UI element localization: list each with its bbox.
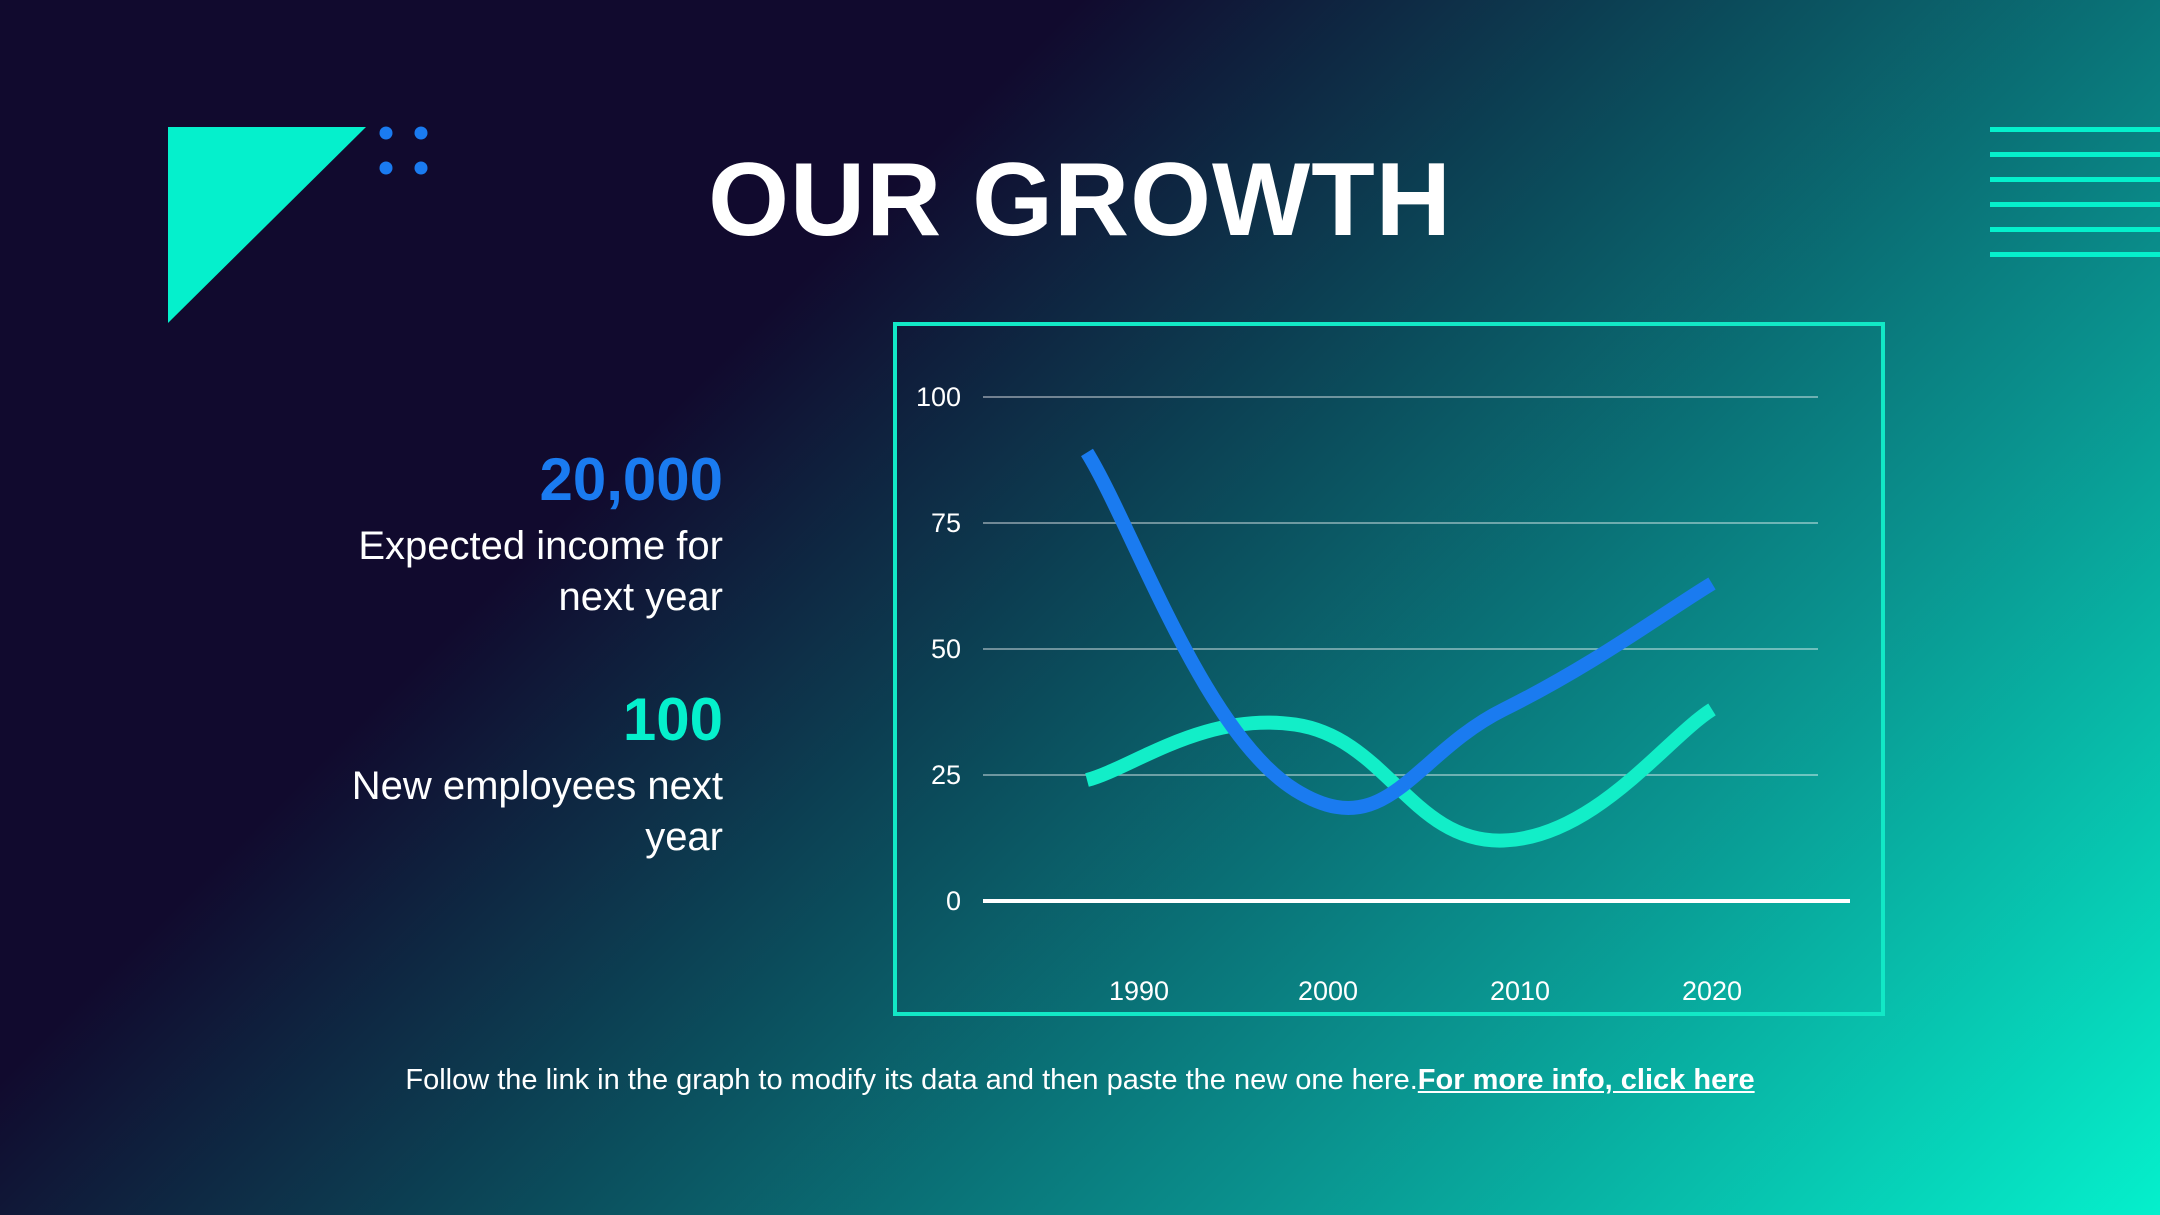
y-tick-label: 50 [931,634,961,664]
stat-income: 20,000 Expected income for next year [263,445,723,623]
x-tick-label: 1990 [1109,976,1169,1006]
more-info-link[interactable]: For more info, click here [1417,1064,1755,1096]
line-chart[interactable]: 0 25 50 75 100 1990 2000 2010 2020 [893,322,1885,1016]
stat-employees-label: New employees next year [263,761,723,863]
footer-note: Follow the link in the graph to modify i… [0,1062,2160,1098]
stat-employees-label-line2: year [645,815,723,859]
dots-decoration [379,126,428,175]
y-tick-label: 25 [931,760,961,790]
stat-income-label-line1: Expected income for [358,524,723,568]
triangle-decoration [168,127,366,323]
series-line [1081,448,1716,815]
y-tick-label: 0 [946,886,961,916]
stat-income-label: Expected income for next year [263,521,723,623]
stat-income-label-line2: next year [558,575,723,619]
page-title: OUR GROWTH [708,142,1452,258]
y-tick-label: 75 [931,508,961,538]
y-tick-label: 100 [916,382,961,412]
stat-employees: 100 New employees next year [263,685,723,863]
footer-text: Follow the link in the graph to modify i… [405,1064,1418,1096]
series-line [1085,703,1716,848]
x-tick-label: 2010 [1490,976,1550,1006]
stripes-decoration [1990,127,2160,257]
x-tick-label: 2020 [1682,976,1742,1006]
x-tick-label: 2000 [1298,976,1358,1006]
stat-income-value: 20,000 [539,446,723,513]
chart-frame[interactable] [893,322,1885,1016]
stat-employees-value: 100 [622,686,723,753]
stat-employees-label-line1: New employees next [351,764,723,808]
